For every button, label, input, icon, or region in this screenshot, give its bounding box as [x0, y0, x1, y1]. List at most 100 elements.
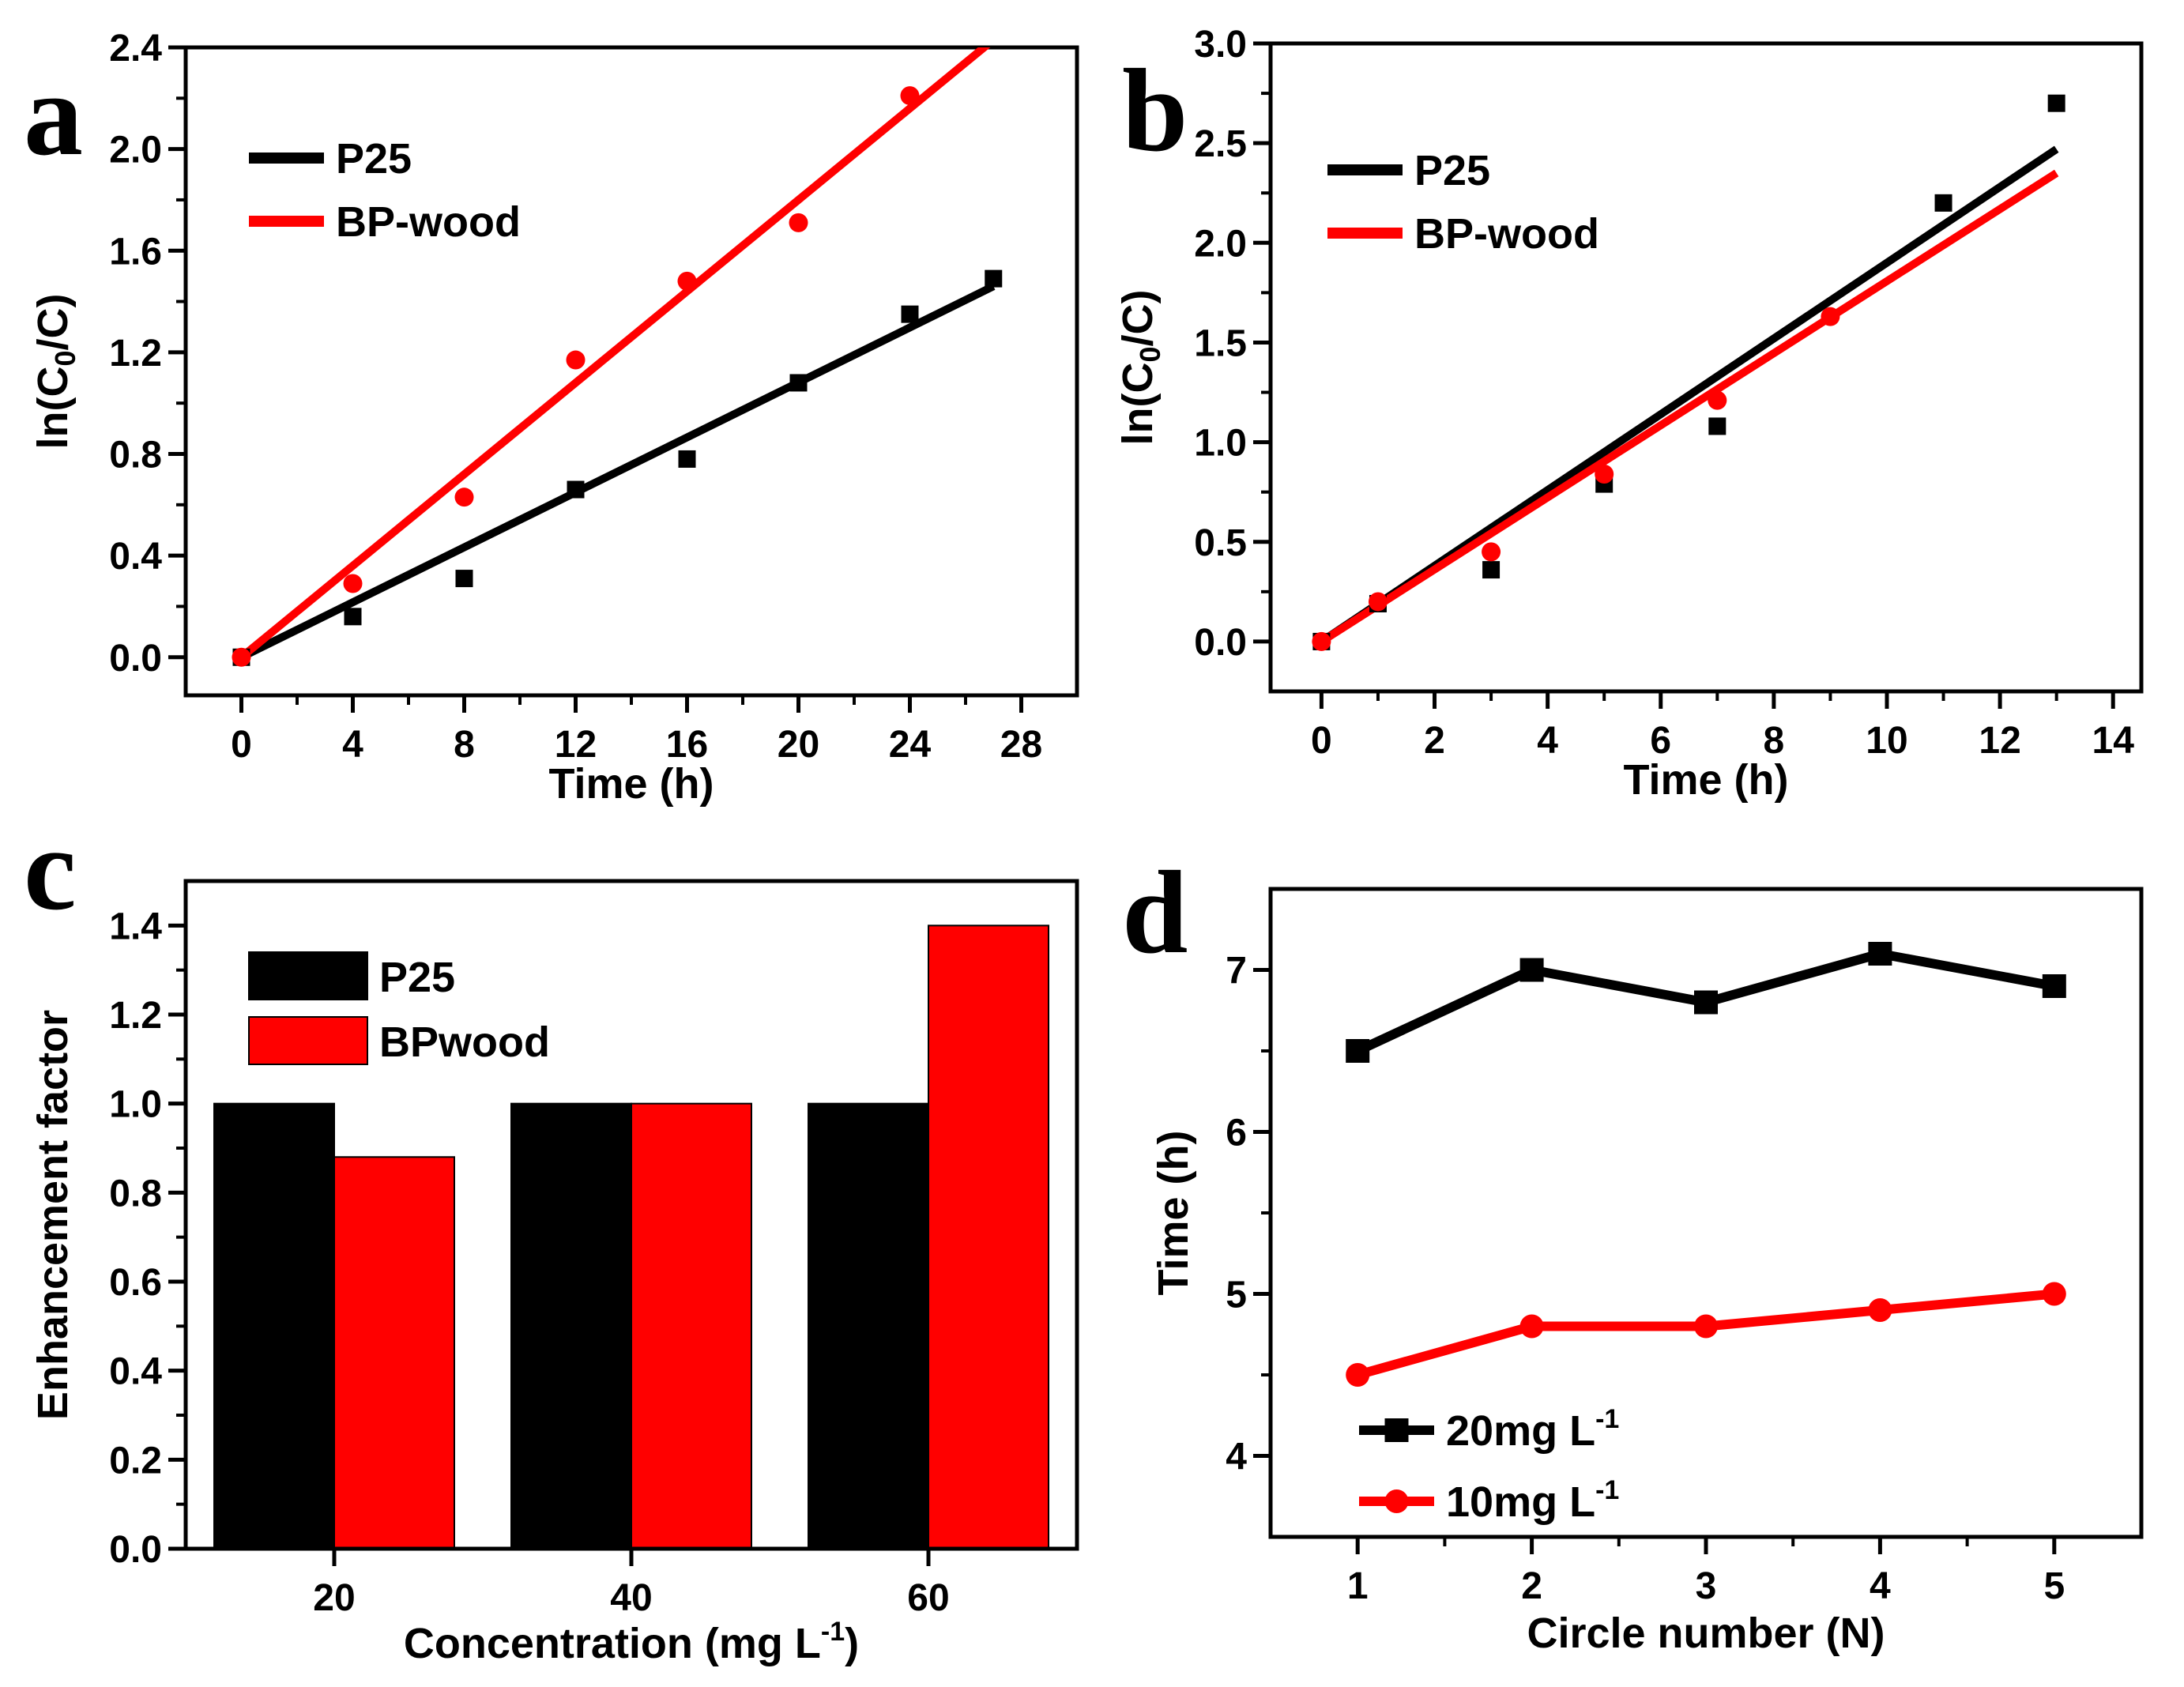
data-point-p25 [344, 608, 362, 626]
data-point-p25 [789, 374, 808, 392]
data-point-20mg [1519, 958, 1544, 982]
y-axis-label-tail: /C) [29, 294, 77, 351]
legend-swatch-p25 [248, 951, 368, 1000]
x-tick-label: 40 [610, 1577, 652, 1619]
chart-a: 0 4 8 12 16 20 24 28 0.0 0.4 0.8 1.2 1.6 2.0 2.4 Time (… [29, 28, 1079, 808]
y-axis-label-subscript: 0 [1134, 346, 1166, 362]
data-point-bp-wood [900, 86, 920, 106]
panel-letter-c: c [24, 804, 77, 935]
data-point-bp-wood [1821, 307, 1840, 326]
legend-swatch-bpwood [248, 1016, 368, 1065]
data-point-20mg [2042, 974, 2066, 998]
data-point-p25 [901, 305, 919, 323]
data-point-bp-wood [1312, 631, 1331, 651]
x-tick-label: 4 [1870, 1565, 1891, 1607]
bar-p25-60 [808, 1102, 929, 1550]
legend-label-bp-wood: BP-wood [336, 198, 521, 246]
y-tick-label: 0.4 [109, 536, 162, 578]
y-tick-label: 1.6 [109, 231, 162, 273]
x-tick-label: 60 [907, 1577, 949, 1619]
x-tick-label: 5 [2043, 1565, 2065, 1607]
y-tick-label: 4 [1226, 1437, 1247, 1478]
legend-label-main: 20mg L [1446, 1407, 1595, 1455]
y-axis-label-tail: /C) [1114, 290, 1162, 347]
y-tick-label: 1.2 [109, 333, 162, 375]
y-tick-label: 0.0 [109, 1529, 162, 1571]
data-point-10mg [1519, 1314, 1544, 1339]
x-tick-label: 8 [454, 724, 475, 766]
chart-c: 20 40 60 0.0 0.2 0.4 0.6 0.8 1.0 1.2 1.4 Concentrat… [29, 879, 1079, 1667]
plot-layer [232, 47, 1003, 667]
data-point-bp-wood [454, 488, 474, 507]
y-tick-label: 2.0 [109, 130, 162, 171]
data-point-p25 [985, 269, 1003, 288]
data-point-p25 [567, 480, 585, 499]
y-tick-label: 1.0 [109, 1084, 162, 1126]
legend-label-bp-wood: BP-wood [1414, 210, 1599, 258]
data-point-bp-wood [1708, 390, 1727, 410]
y-tick-label: 0.6 [109, 1262, 162, 1304]
y-tick-label: 0.0 [1194, 622, 1247, 664]
data-point-p25 [455, 570, 473, 588]
bar-p25-40 [510, 1102, 632, 1550]
chart-d: 1 2 3 4 5 4 5 6 7 Circle number (N) Time (h) 20mg L… [1150, 887, 2144, 1657]
fit-line-bp-wood [1319, 169, 2059, 646]
y-tick-label: 0.5 [1194, 522, 1247, 564]
y-tick-label: 0.2 [109, 1440, 162, 1482]
y-axis-label-main: ln(C [29, 367, 77, 450]
y-tick-label: 7 [1226, 951, 1247, 992]
x-tick-label: 4 [1537, 720, 1558, 762]
y-tick-label: 3.0 [1194, 24, 1247, 66]
y-tick-label: 2.0 [1194, 223, 1247, 265]
y-tick-label: 1.0 [1194, 423, 1247, 465]
data-point-bp-wood [566, 350, 586, 370]
y-tick-label: 2.4 [109, 28, 162, 70]
y-axis-label: ln(C0/C) [1114, 290, 1166, 446]
y-tick-label: 0.0 [109, 638, 162, 680]
y-tick-label: 1.4 [109, 906, 162, 947]
y-axis-label-subscript: 0 [49, 350, 81, 366]
data-point-p25 [1708, 417, 1726, 435]
data-point-bp-wood [1368, 592, 1388, 612]
fit-line-p25 [239, 282, 996, 661]
y-tick-label: 1.5 [1194, 322, 1247, 364]
y-tick-label: 5 [1226, 1275, 1247, 1316]
legend-label-10mg: 10mg L-1 [1446, 1475, 1619, 1526]
x-tick-label: 16 [666, 724, 708, 766]
legend-swatch-marker-10mg [1384, 1489, 1409, 1513]
x-tick-label: 4 [342, 724, 363, 766]
legend-label-p25: P25 [336, 135, 412, 183]
x-axis-label-tail: ) [845, 1620, 859, 1667]
data-point-bp-wood [789, 213, 808, 232]
x-tick-label: 14 [2092, 720, 2135, 762]
data-point-p25 [678, 450, 696, 468]
x-tick-label: 20 [313, 1577, 355, 1619]
bar-bpwood-60 [928, 924, 1049, 1550]
y-tick-label: 0.4 [109, 1351, 162, 1393]
x-axis-label-superscript: -1 [821, 1617, 845, 1647]
bar-bpwood-40 [631, 1102, 752, 1550]
x-tick-label: 2 [1424, 720, 1445, 762]
data-point-10mg [1868, 1298, 1892, 1322]
x-tick-label: 3 [1696, 1565, 1717, 1607]
data-point-20mg [1346, 1039, 1370, 1063]
y-axis-label: Enhancement factor [29, 1010, 77, 1420]
legend-label-superscript: -1 [1595, 1475, 1619, 1505]
panel-letter-a: a [24, 49, 83, 180]
x-tick-label: 6 [1650, 720, 1671, 762]
legend-label-superscript: -1 [1595, 1404, 1619, 1434]
x-axis-label: Concentration (mg L-1) [404, 1617, 859, 1667]
data-point-p25 [1482, 561, 1501, 579]
y-tick-label: 0.8 [109, 1173, 162, 1214]
y-tick-label: 1.2 [109, 995, 162, 1037]
x-tick-label: 1 [1347, 1565, 1369, 1607]
x-tick-label: 20 [778, 724, 819, 766]
data-point-bp-wood [343, 574, 363, 593]
legend-label-p25: P25 [379, 954, 455, 1001]
legend-label-main: 10mg L [1446, 1478, 1595, 1526]
data-point-p25 [1934, 194, 1952, 212]
plot-frame [183, 879, 1079, 1551]
x-tick-label: 24 [889, 724, 932, 766]
data-point-bp-wood [232, 647, 251, 667]
